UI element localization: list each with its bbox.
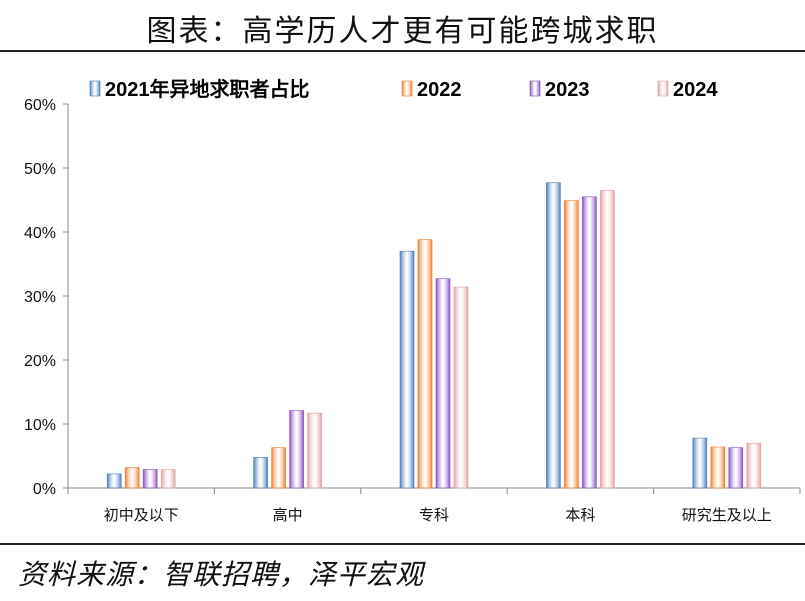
bar-2022-专科 (417, 239, 433, 489)
legend-swatch-1 (401, 80, 413, 97)
bar-2022-本科 (564, 200, 579, 489)
y-tick-label: 0% (33, 481, 56, 498)
y-tick-label: 50% (24, 161, 56, 178)
bar-2023-高中 (289, 410, 304, 489)
bar-2021年异地求职者占比-初中及以下 (106, 473, 122, 489)
bar-2024-高中 (307, 412, 322, 489)
legend-swatch-0 (89, 80, 101, 97)
bar-2021年异地求职者占比-本科 (546, 182, 561, 489)
bar-2023-研究生及以上 (728, 447, 744, 489)
y-tick-label: 40% (24, 225, 56, 242)
source-divider (0, 543, 805, 545)
x-category-label: 研究生及以上 (682, 506, 772, 524)
bar-2023-本科 (582, 196, 597, 489)
bar-2024-本科 (600, 190, 615, 489)
bar-2021年异地求职者占比-专科 (399, 250, 415, 489)
legend-swatch-2 (529, 80, 541, 97)
bar-chart: 0% 10% 20% 30% 40% 50% 60% 初中及以下 高中 专科 本科 研究生及以上 202… (24, 77, 801, 524)
bar-2022-高中 (271, 447, 286, 489)
x-category-label: 高中 (273, 506, 303, 524)
title-divider (0, 50, 805, 52)
source-note: 资料来源：智联招聘，泽平宏观 (18, 558, 425, 591)
y-tick-label: 10% (24, 417, 56, 434)
legend-label: 2023 (545, 79, 590, 101)
bar-2021年异地求职者占比-高中 (253, 456, 268, 489)
page-title: 图表：高学历人才更有可能跨城求职 (146, 14, 659, 49)
bar-2024-初中及以下 (160, 469, 176, 489)
bar-2021年异地求职者占比-研究生及以上 (692, 437, 708, 489)
x-category-label: 本科 (565, 506, 595, 524)
legend-swatch-3 (657, 80, 669, 97)
bar-2024-研究生及以上 (746, 442, 762, 489)
legend-label: 2024 (673, 79, 718, 101)
x-category-label: 初中及以下 (104, 506, 179, 524)
legend-label: 2021年异地求职者占比 (105, 77, 310, 101)
y-tick-label: 30% (24, 289, 56, 306)
bar-2022-研究生及以上 (710, 446, 726, 489)
bar-2022-初中及以下 (124, 467, 140, 489)
legend-label: 2022 (417, 79, 462, 101)
x-category-label: 专科 (419, 506, 449, 524)
bar-2023-专科 (435, 278, 451, 489)
y-tick-label: 20% (24, 353, 56, 370)
bar-2023-初中及以下 (142, 469, 158, 489)
y-tick-label: 60% (24, 97, 56, 114)
bar-2024-专科 (453, 286, 469, 489)
